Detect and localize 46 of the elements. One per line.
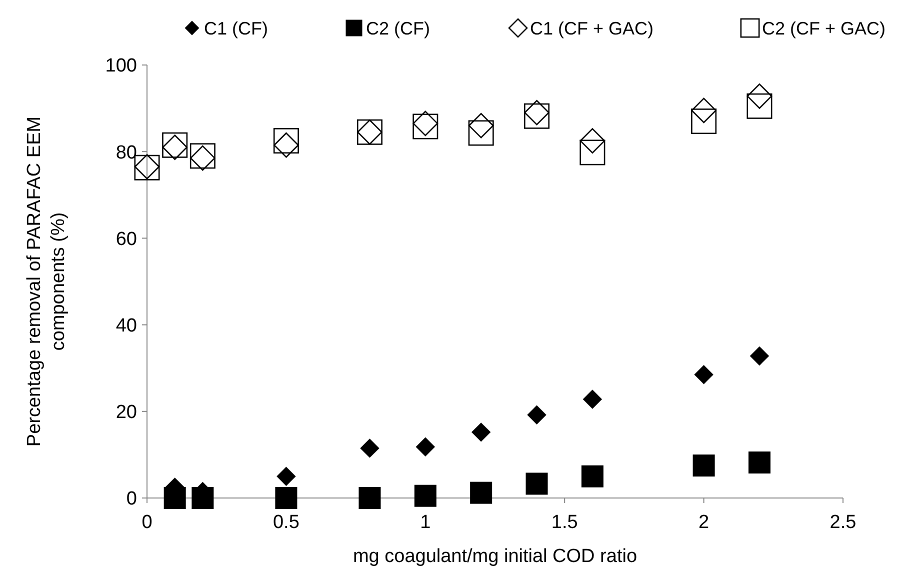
y-tick-label: 40	[116, 315, 137, 336]
legend-label: C1 (CF + GAC)	[530, 18, 654, 38]
x-tick-label: 0.5	[272, 512, 300, 533]
legend-label: C2 (CF)	[366, 18, 430, 38]
y-tick-label: 20	[116, 402, 137, 424]
point	[580, 128, 606, 154]
point	[691, 108, 717, 134]
point	[358, 487, 381, 509]
point	[276, 466, 296, 486]
point	[468, 112, 494, 138]
point	[746, 84, 772, 109]
x-tick-label: 2.5	[830, 512, 856, 533]
point	[580, 140, 606, 166]
y-tick-label: 0	[126, 488, 137, 510]
point	[748, 451, 770, 474]
point	[526, 472, 548, 495]
point	[527, 405, 546, 424]
point	[274, 132, 299, 158]
y-tick-label: 60	[116, 228, 137, 250]
point	[581, 465, 604, 488]
x-tick-label: 1	[420, 512, 431, 533]
point	[471, 422, 491, 442]
point	[692, 454, 715, 477]
point	[164, 487, 186, 509]
y-tick-label: 80	[116, 142, 137, 164]
point	[746, 93, 772, 119]
legend-label: C1 (CF)	[204, 18, 268, 38]
point	[694, 364, 714, 384]
point	[582, 390, 602, 409]
x-axis-title: mg coagulant/mg initial COD ratio	[352, 546, 638, 567]
point	[273, 128, 299, 154]
point	[360, 438, 380, 458]
point	[470, 482, 492, 504]
point	[691, 98, 716, 124]
y-tick-label: 100	[105, 56, 137, 77]
point	[275, 487, 298, 509]
x-tick-label: 0	[142, 512, 152, 533]
y-axis-title: Percentage removal of PARAFAC EEM components (%)	[24, 116, 69, 447]
point	[750, 346, 770, 366]
legend-label: C2 (CF + GAC)	[762, 18, 886, 38]
point	[414, 484, 436, 507]
point	[416, 437, 435, 457]
x-tick-label: 1.5	[551, 512, 578, 533]
point	[192, 487, 214, 509]
point	[468, 120, 494, 146]
x-tick-label: 2	[698, 512, 710, 533]
